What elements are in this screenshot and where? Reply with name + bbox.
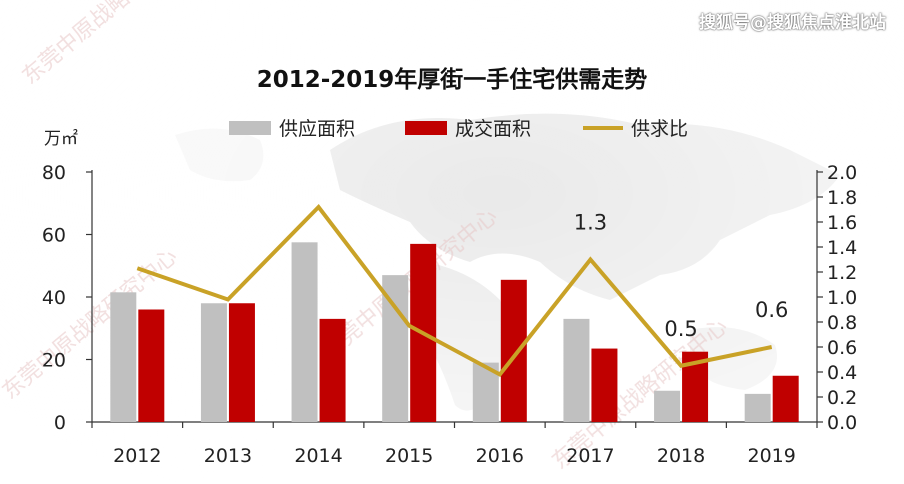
- y-right-tick-label: 2.0: [827, 162, 857, 184]
- legend-item-deal: 成交面积: [405, 114, 531, 141]
- y-right-tick-label: 1.0: [827, 287, 857, 309]
- x-tick-label: 2013: [204, 445, 252, 467]
- legend-swatch-supply: [229, 120, 271, 135]
- y-right-tick-label: 0.2: [827, 387, 857, 409]
- bar-deal: [319, 318, 346, 422]
- y-left-tick-label: 60: [42, 225, 66, 247]
- x-tick-label: 2019: [748, 445, 796, 467]
- ratio-data-label: 1.3: [574, 211, 607, 235]
- bar-deal: [772, 375, 799, 422]
- bar-supply: [291, 242, 318, 422]
- legend: 供应面积 成交面积 供求比: [0, 114, 904, 140]
- bar-supply: [110, 292, 137, 422]
- bar-deal: [228, 303, 255, 422]
- chart-title: 2012-2019年厚街一手住宅供需走势: [256, 67, 648, 93]
- y-left-tick-label: 40: [42, 287, 66, 309]
- bar-deal: [138, 309, 165, 422]
- x-tick-label: 2014: [294, 445, 342, 467]
- ratio-line: [136, 203, 773, 378]
- legend-item-supply: 供应面积: [229, 114, 355, 141]
- y-right-tick-label: 0.0: [827, 412, 857, 434]
- source-watermark: 搜狐号@搜狐焦点淮北站: [699, 13, 886, 33]
- y-left-tick-label: 0: [54, 412, 66, 434]
- y-right-tick-label: 1.6: [827, 212, 857, 234]
- x-tick-label: 2015: [385, 445, 433, 467]
- legend-label-supply: 供应面积: [279, 118, 356, 140]
- bar-supply: [563, 318, 590, 422]
- x-tick-label: 2016: [476, 445, 524, 467]
- bar-supply: [744, 393, 771, 422]
- x-tick-label: 2018: [657, 445, 705, 467]
- y-left-tick-label: 20: [42, 350, 66, 372]
- bar-supply: [200, 303, 227, 422]
- y-right-tick-label: 0.4: [827, 362, 857, 384]
- y-axis-unit-label: 万㎡: [44, 129, 78, 149]
- y-right-tick-label: 1.4: [827, 237, 857, 259]
- y-right-tick-label: 0.8: [827, 312, 857, 334]
- ratio-data-label: 0.5: [664, 317, 697, 341]
- legend-swatch-ratio: [583, 125, 623, 130]
- x-tick-label: 2017: [566, 445, 614, 467]
- y-left-tick-label: 80: [42, 162, 66, 184]
- bar-supply: [382, 275, 409, 422]
- bar-deal: [500, 279, 527, 422]
- legend-item-ratio: 供求比: [583, 114, 688, 141]
- legend-label-deal: 成交面积: [455, 118, 532, 140]
- bar-deal: [591, 348, 618, 422]
- y-right-tick-label: 0.6: [827, 337, 857, 359]
- legend-label-ratio: 供求比: [631, 118, 689, 140]
- y-right-tick-label: 1.2: [827, 262, 857, 284]
- bar-supply: [654, 390, 681, 422]
- legend-swatch-deal: [405, 120, 447, 135]
- y-right-tick-label: 1.8: [827, 187, 857, 209]
- ratio-data-label: 0.6: [755, 298, 788, 322]
- x-tick-label: 2012: [113, 445, 161, 467]
